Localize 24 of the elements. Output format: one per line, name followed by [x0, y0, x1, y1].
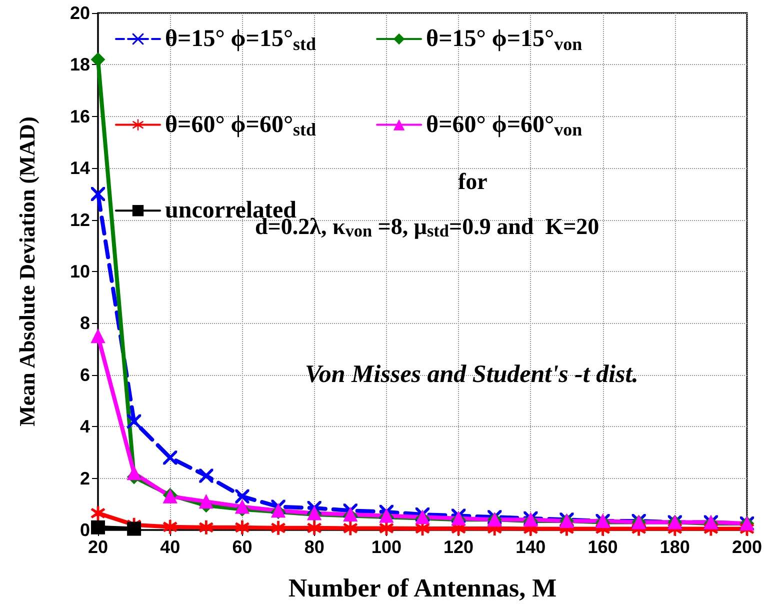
- y-tick-label: 16: [70, 106, 90, 126]
- annotation: Von Misses and Student's -t dist.: [305, 361, 638, 388]
- x-tick-label: 60: [232, 537, 252, 557]
- x-tick-label: 140: [516, 537, 546, 557]
- x-axis-title: Number of Antennas, M: [288, 574, 557, 602]
- x-tick-label: 80: [304, 537, 324, 557]
- y-tick-label: 18: [70, 54, 90, 75]
- y-tick-label: 14: [70, 158, 90, 178]
- y-tick-label: 0: [80, 520, 90, 540]
- x-tick-label: 120: [444, 537, 474, 557]
- annotation: for: [458, 169, 488, 194]
- y-tick-label: 20: [70, 3, 90, 23]
- x-tick-label: 200: [732, 537, 762, 557]
- y-tick-label: 10: [70, 262, 90, 282]
- y-tick-label: 4: [80, 416, 90, 437]
- y-tick-label: 8: [80, 313, 90, 334]
- x-tick-label: 40: [160, 537, 180, 557]
- x-tick-label: 160: [588, 537, 618, 557]
- y-axis-title: Mean Absolute Deviation (MAD): [14, 116, 40, 426]
- y-tick-label: 12: [70, 210, 90, 230]
- y-tick-label: 6: [80, 364, 90, 385]
- x-tick-label: 100: [371, 537, 402, 557]
- y-tick-label: 2: [80, 468, 90, 488]
- x-tick-label: 180: [660, 537, 690, 557]
